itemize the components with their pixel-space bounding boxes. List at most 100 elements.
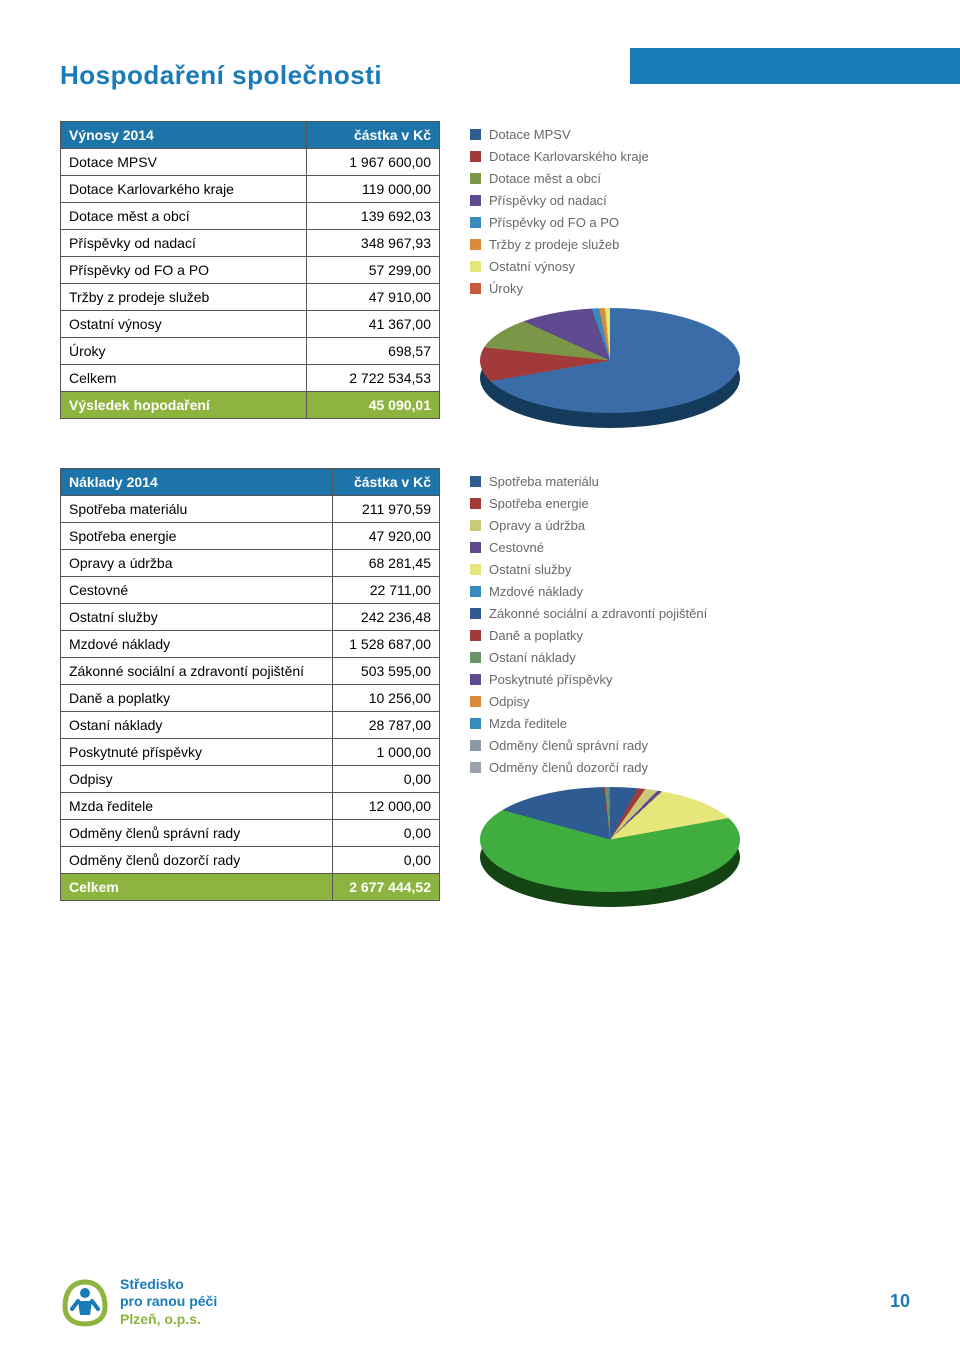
footer: Středisko pro ranou péči Plzeň, o.p.s. 1…	[60, 1276, 910, 1329]
table-row: Poskytnuté příspěvky1 000,00	[61, 739, 440, 766]
legend-item: Příspěvky od FO a PO	[470, 215, 910, 230]
legend-item: Dotace MPSV	[470, 127, 910, 142]
legend-swatch	[470, 696, 481, 707]
page-title: Hospodaření společnosti	[60, 60, 382, 91]
legend-item: Opravy a údržba	[470, 518, 910, 533]
legend-label: Cestovné	[489, 540, 544, 555]
revenues-table-wrap: Výnosy 2014částka v KčDotace MPSV1 967 6…	[60, 121, 440, 428]
legend-label: Příspěvky od nadací	[489, 193, 607, 208]
legend-label: Odpisy	[489, 694, 529, 709]
legend-swatch	[470, 239, 481, 250]
legend-item: Zákonné sociální a zdravontí pojištění	[470, 606, 910, 621]
legend-item: Úroky	[470, 281, 910, 296]
legend-swatch	[470, 652, 481, 663]
logo-line3: Plzeň, o.p.s.	[120, 1311, 217, 1329]
table-row: Dotace Karlovarkého kraje119 000,00	[61, 176, 440, 203]
revenues-legend: Dotace MPSV Dotace Karlovarského kraje Dot…	[470, 127, 910, 296]
legend-swatch	[470, 520, 481, 531]
legend-item: Mzdové náklady	[470, 584, 910, 599]
legend-label: Mzdové náklady	[489, 584, 583, 599]
legend-item: Dotace Karlovarského kraje	[470, 149, 910, 164]
legend-label: Ostatní výnosy	[489, 259, 575, 274]
table-header: Náklady 2014částka v Kč	[61, 469, 440, 496]
table-row: Mzda ředitele12 000,00	[61, 793, 440, 820]
legend-swatch	[470, 762, 481, 773]
table-row: Ostaní náklady28 787,00	[61, 712, 440, 739]
legend-swatch	[470, 476, 481, 487]
legend-label: Spotřeba materiálu	[489, 474, 599, 489]
legend-swatch	[470, 173, 481, 184]
legend-swatch	[470, 542, 481, 553]
legend-swatch	[470, 564, 481, 575]
table-row: Celkem2 722 534,53	[61, 365, 440, 392]
legend-item: Dotace měst a obcí	[470, 171, 910, 186]
table-row: Spotřeba energie47 920,00	[61, 523, 440, 550]
title-accent-bar	[630, 48, 960, 84]
legend-label: Dotace MPSV	[489, 127, 571, 142]
legend-swatch	[470, 718, 481, 729]
legend-label: Opravy a údržba	[489, 518, 585, 533]
table-row: Ostatní služby242 236,48	[61, 604, 440, 631]
legend-label: Poskytnuté příspěvky	[489, 672, 613, 687]
legend-swatch	[470, 498, 481, 509]
legend-label: Odměny členů správní rady	[489, 738, 648, 753]
legend-item: Ostatní služby	[470, 562, 910, 577]
legend-swatch	[470, 740, 481, 751]
legend-label: Zákonné sociální a zdravontí pojištění	[489, 606, 707, 621]
table-row: Dotace měst a obcí139 692,03	[61, 203, 440, 230]
costs-legend-col: Spotřeba materiálu Spotřeba energie Opravy…	[470, 468, 910, 907]
legend-swatch	[470, 261, 481, 272]
table-row: Úroky698,57	[61, 338, 440, 365]
revenues-legend-col: Dotace MPSV Dotace Karlovarského kraje Dot…	[470, 121, 910, 428]
table-row: Tržby z prodeje služeb47 910,00	[61, 284, 440, 311]
legend-item: Ostaní náklady	[470, 650, 910, 665]
revenues-pie-wrap	[470, 308, 750, 428]
table-row: Příspěvky od nadací348 967,93	[61, 230, 440, 257]
legend-label: Spotřeba energie	[489, 496, 589, 511]
logo-line1: Středisko	[120, 1276, 217, 1294]
legend-item: Odměny členů dozorčí rady	[470, 760, 910, 775]
legend-swatch	[470, 151, 481, 162]
legend-swatch	[470, 217, 481, 228]
legend-item: Příspěvky od nadací	[470, 193, 910, 208]
logo: Středisko pro ranou péči Plzeň, o.p.s.	[60, 1276, 217, 1329]
table-row: Odměny členů správní rady0,00	[61, 820, 440, 847]
table-row: Opravy a údržba68 281,45	[61, 550, 440, 577]
legend-label: Úroky	[489, 281, 523, 296]
table-footer: Celkem2 677 444,52	[61, 874, 440, 901]
legend-item: Tržby z prodeje služeb	[470, 237, 910, 252]
legend-label: Odměny členů dozorčí rady	[489, 760, 648, 775]
legend-item: Mzda ředitele	[470, 716, 910, 731]
table-row: Daně a poplatky10 256,00	[61, 685, 440, 712]
page-number: 10	[890, 1291, 910, 1312]
table-header: Výnosy 2014částka v Kč	[61, 122, 440, 149]
bottom-section: Náklady 2014částka v KčSpotřeba materiál…	[60, 468, 910, 907]
table-row: Spotřeba materiálu211 970,59	[61, 496, 440, 523]
table-row: Cestovné22 711,00	[61, 577, 440, 604]
legend-swatch	[470, 630, 481, 641]
legend-swatch	[470, 586, 481, 597]
legend-item: Odměny členů správní rady	[470, 738, 910, 753]
costs-pie-wrap	[470, 787, 750, 907]
table-row: Mzdové náklady1 528 687,00	[61, 631, 440, 658]
legend-label: Tržby z prodeje služeb	[489, 237, 619, 252]
table-footer: Výsledek hopodaření45 090,01	[61, 392, 440, 419]
legend-label: Ostatní služby	[489, 562, 571, 577]
legend-label: Dotace měst a obcí	[489, 171, 601, 186]
table-row: Odpisy0,00	[61, 766, 440, 793]
legend-swatch	[470, 283, 481, 294]
legend-label: Dotace Karlovarského kraje	[489, 149, 649, 164]
legend-item: Spotřeba energie	[470, 496, 910, 511]
legend-swatch	[470, 674, 481, 685]
legend-swatch	[470, 129, 481, 140]
legend-item: Poskytnuté příspěvky	[470, 672, 910, 687]
legend-label: Daně a poplatky	[489, 628, 583, 643]
revenues-pie	[480, 308, 740, 413]
logo-icon	[60, 1277, 110, 1327]
revenues-table: Výnosy 2014částka v KčDotace MPSV1 967 6…	[60, 121, 440, 419]
legend-item: Spotřeba materiálu	[470, 474, 910, 489]
costs-pie	[480, 787, 740, 892]
costs-table: Náklady 2014částka v KčSpotřeba materiál…	[60, 468, 440, 901]
top-section: Výnosy 2014částka v KčDotace MPSV1 967 6…	[60, 121, 910, 428]
logo-text: Středisko pro ranou péči Plzeň, o.p.s.	[120, 1276, 217, 1329]
